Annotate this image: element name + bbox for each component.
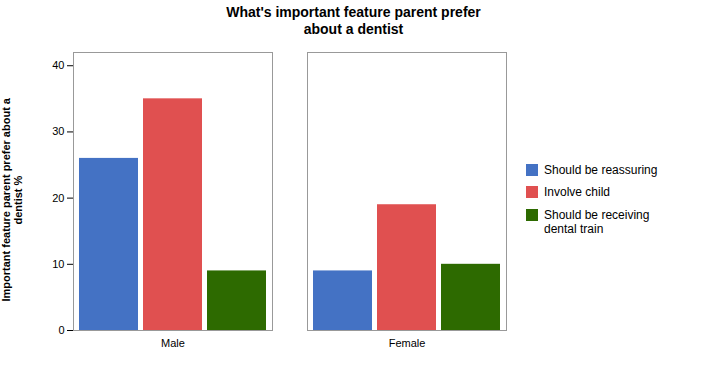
html-text:Should be receiving dental tra: Should be receiving dental train — [544, 207, 650, 236]
svg-text:Female: Female — [389, 337, 426, 349]
html-text:What's important feature paren: What's important feature parent prefer a… — [226, 4, 481, 37]
svg-text:20: 20 — [52, 191, 64, 203]
html-text:Important feature parent prefe: Important feature parent prefer about a … — [0, 97, 24, 302]
svg-text:30: 30 — [52, 125, 64, 137]
html-text:Should be reassuring: Should be reassuring — [544, 162, 658, 177]
svg-text:10: 10 — [52, 257, 64, 269]
html-text:Involve child: Involve child — [544, 185, 610, 200]
svg-text:40: 40 — [52, 59, 64, 71]
svg-text:Male: Male — [161, 337, 185, 349]
svg-text:0: 0 — [58, 324, 64, 336]
